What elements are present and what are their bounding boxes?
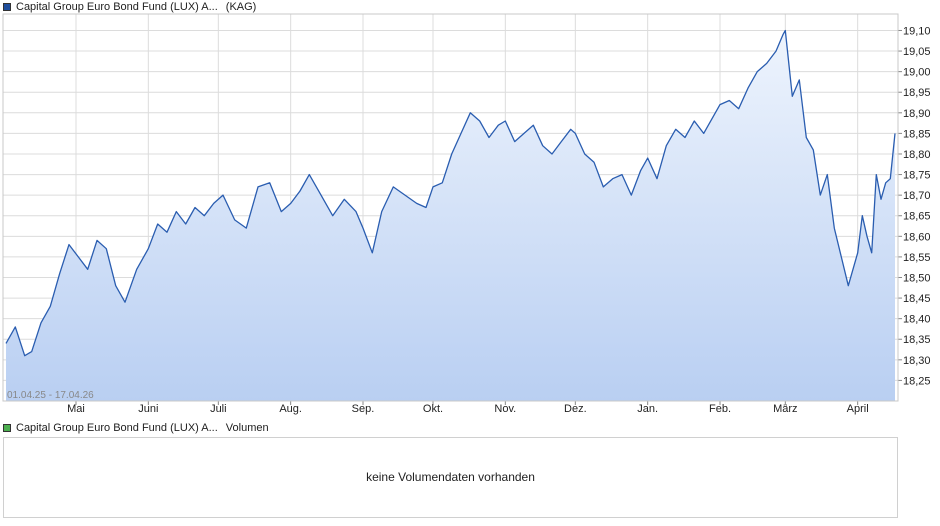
x-tick-label: März — [773, 403, 797, 415]
y-tick-label: 18,45 — [903, 293, 931, 305]
x-tick-label: April — [847, 403, 869, 415]
y-tick-label: 18,35 — [903, 334, 931, 346]
y-tick-label: 19,10 — [903, 25, 931, 37]
date-range-label: 01.04.25 - 17.04.26 — [7, 390, 94, 401]
y-tick-label: 18,50 — [903, 272, 931, 284]
price-chart: 01.04.25 - 17.04.26 18,25 18,30 18,35 18,40… — [2, 13, 931, 415]
price-legend-exchange: (KAG) — [225, 1, 257, 13]
y-tick-label: 18,30 — [903, 355, 931, 367]
x-tick-label: Jan. — [637, 403, 658, 415]
x-tick-label: Nov. — [494, 403, 516, 415]
volume-legend-swatch — [3, 424, 11, 432]
plot-frame — [2, 13, 899, 402]
x-tick-label: Juni — [138, 403, 158, 415]
x-tick-label: Feb. — [709, 403, 731, 415]
y-tick-label: 18,65 — [903, 211, 931, 223]
x-tick-label: Dez. — [564, 403, 587, 415]
price-area-fill — [6, 30, 895, 401]
volume-legend: Capital Group Euro Bond Fund (LUX) A... … — [3, 421, 269, 435]
y-tick-label: 18,90 — [903, 108, 931, 120]
price-legend-name: Capital Group Euro Bond Fund (LUX) A... — [16, 1, 218, 13]
volume-legend-label: Volumen — [225, 422, 269, 434]
y-tick-label: 18,85 — [903, 128, 931, 140]
price-legend: Capital Group Euro Bond Fund (LUX) A... … — [3, 0, 256, 14]
y-tick-label: 18,80 — [903, 149, 931, 161]
volume-legend-name: Capital Group Euro Bond Fund (LUX) A... — [16, 422, 218, 434]
x-tick-label: Aug. — [279, 403, 302, 415]
volume-panel: keine Volumendaten vorhanden — [3, 437, 898, 518]
y-tick-label: 18,40 — [903, 314, 931, 326]
price-legend-swatch — [3, 3, 11, 11]
y-tick-label: 18,55 — [903, 252, 931, 264]
x-tick-label: Juli — [210, 403, 227, 415]
y-tick-label: 19,05 — [903, 46, 931, 58]
x-tick-label: Sep. — [352, 403, 375, 415]
price-series-line — [5, 29, 896, 357]
x-tick-label: Okt. — [423, 403, 443, 415]
y-tick-label: 18,70 — [903, 190, 931, 202]
y-tick-label: 18,95 — [903, 87, 931, 99]
y-tick-label: 18,25 — [903, 375, 931, 387]
y-tick-label: 19,00 — [903, 67, 931, 79]
x-tick-label: Mai — [67, 403, 85, 415]
y-tick-label: 18,60 — [903, 231, 931, 243]
volume-empty-message: keine Volumendaten vorhanden — [366, 470, 535, 484]
y-tick-label: 18,75 — [903, 170, 931, 182]
